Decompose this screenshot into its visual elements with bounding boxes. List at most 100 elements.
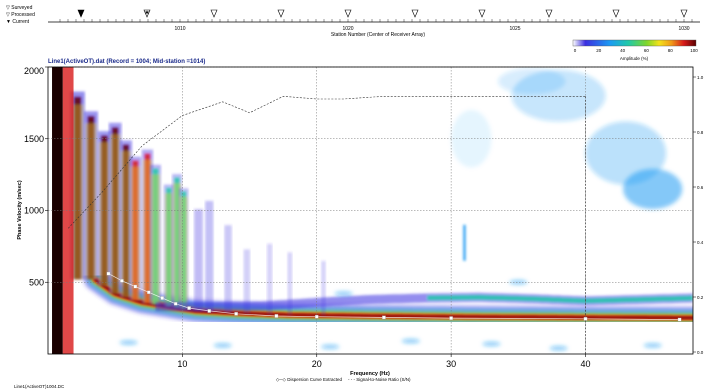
legend-processed: ▽ Processed (6, 12, 35, 18)
colorbar-tick-label: 100 (690, 48, 698, 53)
colorbar-tick-label: 20 (596, 48, 602, 53)
heatmap-streak (243, 249, 251, 314)
surveyed-station-marker (344, 9, 352, 18)
heatmap-streak-halo (109, 134, 121, 294)
heatmap-streak-halo (71, 104, 84, 280)
heatmap-diffuse-patch (585, 121, 667, 185)
dispersion-curve-point (677, 317, 682, 322)
surveyed-station-marker (411, 9, 419, 18)
right-tick-label: 0.8 (697, 130, 704, 135)
heatmap-streak (194, 209, 203, 312)
heatmap-noise-speck (213, 343, 232, 348)
heatmap-noise-speck (549, 346, 568, 351)
colorbar: 0 20 40 60 80 100 Amplitude (%) (572, 39, 699, 61)
dispersion-curve-point (173, 302, 178, 306)
current-station-marker (77, 9, 85, 18)
x-tick-label: 10 (177, 359, 187, 369)
station-ticks (59, 19, 693, 22)
bottom-legend: ◇─◇ Dispersion Curve Extracted - - - Sig… (276, 377, 411, 382)
dispersion-curve-point (106, 271, 111, 276)
processed-station-marker: ✱ (145, 10, 149, 15)
heatmap-low-frequency-strip (62, 67, 74, 354)
heatmap-streak-halo (85, 123, 97, 280)
station-axis-title: Station Number (Center of Receiver Array… (331, 32, 426, 38)
station-legend: ▽ Surveyed ▽ Processed ▼ Current (6, 5, 35, 25)
station-markers: ✱ (77, 9, 688, 18)
heatmap-diffuse-patch (498, 68, 566, 95)
x-axis-ticks: 10 20 30 40 (177, 354, 591, 369)
heatmap-streak-halo (164, 193, 174, 307)
surveyed-station-marker (143, 9, 151, 18)
dispersion-curve-point (449, 316, 453, 320)
heatmap-streak (205, 200, 214, 312)
dispersion-curve-point (207, 309, 211, 313)
heatmap-diffuse-patch (623, 168, 683, 210)
colorbar-tick-label: 60 (644, 48, 650, 53)
heatmap-noise-speck (482, 341, 501, 347)
colorbar-tick-label: 40 (620, 48, 626, 53)
plot-title: Line1(ActiveOT).dat (Record = 1004; Mid-… (48, 59, 205, 65)
colorbar-tick-label: 80 (668, 48, 674, 53)
station-tick-label: 1030 (678, 26, 689, 32)
y-axis-title: Phase Velocity (m/sec) (17, 180, 23, 239)
dispersion-curve-point (160, 296, 164, 300)
heatmap-band-secondary-core (427, 295, 693, 303)
dispersion-curve-point (120, 279, 124, 283)
heatmap-streak-halo (130, 166, 141, 301)
x-tick-label: 20 (312, 359, 322, 369)
heatmap-spike (463, 224, 466, 261)
y-tick-label: 2000 (24, 66, 44, 76)
colorbar-title: Amplitude (%) (620, 56, 649, 61)
station-tick-label: 1010 (174, 26, 185, 32)
heatmap-noise-speck (321, 344, 340, 350)
dispersion-curve-point (274, 314, 279, 318)
y-tick-label: 500 (29, 277, 44, 287)
surveyed-station-marker (612, 9, 620, 18)
heatmap-streak-halo (142, 159, 153, 304)
station-header: ▽ Surveyed ▽ Processed ▼ Current ✱ 1010 … (6, 5, 700, 38)
x-axis-title: Frequency (Hz) (350, 371, 390, 377)
heatmap-streak (321, 261, 326, 316)
signal-to-noise-curve (67, 95, 586, 229)
heatmap-streak-halo (151, 174, 160, 305)
heatmap-streak-halo (179, 196, 188, 310)
legend-surveyed: ▽ Surveyed (6, 5, 33, 11)
dispersion-curve-point (234, 312, 238, 316)
heatmap-streak-halo (99, 142, 110, 287)
y-tick-label: 1500 (24, 134, 44, 144)
legend-dispersion-curve: ◇─◇ Dispersion Curve Extracted (276, 377, 343, 382)
dispersion-curve-point (187, 306, 191, 310)
heatmap-streak (287, 252, 293, 315)
dispersion-curve-point (583, 317, 588, 321)
right-tick-label: 1.0 (697, 75, 704, 80)
signal-to-noise-layer (67, 95, 586, 354)
right-axis-ticks: 1.0 0.8 0.6 0.4 0.2 0.0 (693, 75, 704, 355)
surveyed-station-marker (277, 9, 285, 18)
right-tick-label: 0.6 (697, 185, 704, 190)
x-tick-label: 30 (446, 359, 456, 369)
heatmap-noise-speck (119, 340, 138, 345)
dispersion-curve-layer (106, 271, 682, 322)
legend-signal-to-noise: - - - Signal-to-Noise Ratio (S/N) (348, 377, 411, 382)
dispersion-curve-point (133, 284, 138, 289)
heatmap-streak (224, 225, 232, 313)
y-tick-label: 1000 (24, 206, 44, 216)
heatmap-noise-speck (401, 338, 420, 344)
x-tick-label: 40 (580, 359, 590, 369)
legend-current: ▼ Current (6, 19, 30, 25)
station-tick-label: 1025 (509, 26, 520, 32)
heatmap-streak (266, 243, 273, 315)
heatmap-noise-speck (509, 280, 528, 285)
colorbar-ticks: 0 20 40 60 80 100 (574, 48, 699, 53)
dispersion-curve-point (314, 314, 319, 319)
colorbar-tick-label: 0 (574, 48, 577, 53)
dispersion-curve-point (382, 315, 386, 320)
heatmap-noise-speck (643, 343, 662, 348)
heatmap-streak-halo (120, 151, 131, 298)
surveyed-station-marker (210, 9, 218, 18)
footer-filename: Line1(ActiveOT)1004.DC (14, 384, 65, 389)
surveyed-station-marker (680, 9, 688, 18)
plot-area: 10 20 30 40 500 1000 1500 2000 1.0 0.8 0.6 0.4 0.2… (17, 66, 704, 377)
dispersion-curve-point (147, 290, 151, 295)
